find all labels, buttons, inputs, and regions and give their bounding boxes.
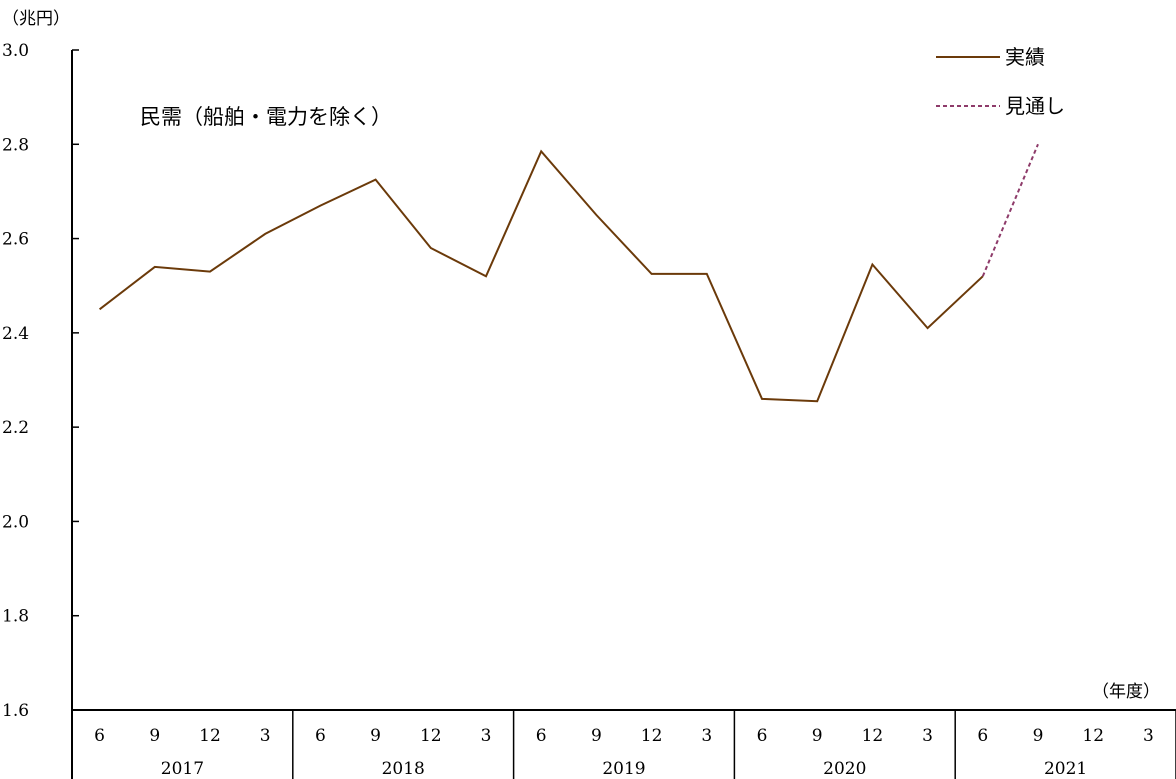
x-tick-label: 9	[591, 726, 602, 746]
x-tick-label: 3	[922, 726, 933, 746]
y-tick-label: 2.0	[2, 512, 29, 532]
year-label: 2017	[161, 759, 204, 779]
x-tick-label: 12	[1082, 726, 1104, 746]
year-label: 2020	[823, 759, 866, 779]
series-line-1	[981, 143, 1039, 277]
y-tick-label: 2.8	[2, 135, 29, 155]
x-tick-label: 9	[812, 726, 823, 746]
legend-label-forecast: 見通し	[1005, 94, 1065, 118]
y-ticks: 1.6 1.8 2.0 2.2 2.4 2.6 2.8 3.0	[2, 41, 79, 721]
x-tick-label: 3	[260, 726, 271, 746]
y-tick-label: 1.6	[2, 701, 29, 721]
legend: 実績 見通し	[936, 45, 1065, 118]
x-tick-label: 9	[1033, 726, 1044, 746]
y-tick-label: 3.0	[2, 41, 29, 61]
x-category-axis: 6 9 12 3 2017 6 9 12 3 2018 6 9 12 3 2019 6 9 12 3 2020 6 9 12…	[94, 710, 1176, 779]
x-tick-label: 12	[199, 726, 221, 746]
y-tick-label: 2.4	[2, 324, 29, 344]
chart-title: 民需（船舶・電力を除く）	[140, 105, 392, 129]
x-tick-label: 9	[370, 726, 381, 746]
y-tick-label: 2.6	[2, 230, 29, 250]
x-tick-label: 6	[315, 726, 326, 746]
x-tick-label: 3	[701, 726, 712, 746]
x-tick-label: 6	[94, 726, 105, 746]
legend-label-actual: 実績	[1005, 45, 1045, 69]
x-tick-label: 3	[1143, 726, 1154, 746]
year-label: 2021	[1044, 759, 1087, 779]
series-line-0	[98, 149, 984, 403]
year-label: 2018	[382, 759, 425, 779]
x-tick-label: 6	[536, 726, 547, 746]
y-axis-unit-label: （兆円）	[2, 9, 70, 29]
series-layer	[98, 143, 1039, 403]
x-axis-unit-label: （年度）	[1092, 682, 1160, 702]
year-label: 2019	[602, 759, 645, 779]
y-tick-label: 2.2	[2, 418, 29, 438]
x-tick-label: 6	[757, 726, 768, 746]
x-tick-label: 12	[420, 726, 442, 746]
x-tick-label: 9	[149, 726, 160, 746]
x-tick-label: 6	[977, 726, 988, 746]
x-tick-label: 12	[641, 726, 663, 746]
x-tick-label: 12	[862, 726, 884, 746]
y-tick-label: 1.8	[2, 607, 29, 627]
x-tick-label: 3	[481, 726, 492, 746]
